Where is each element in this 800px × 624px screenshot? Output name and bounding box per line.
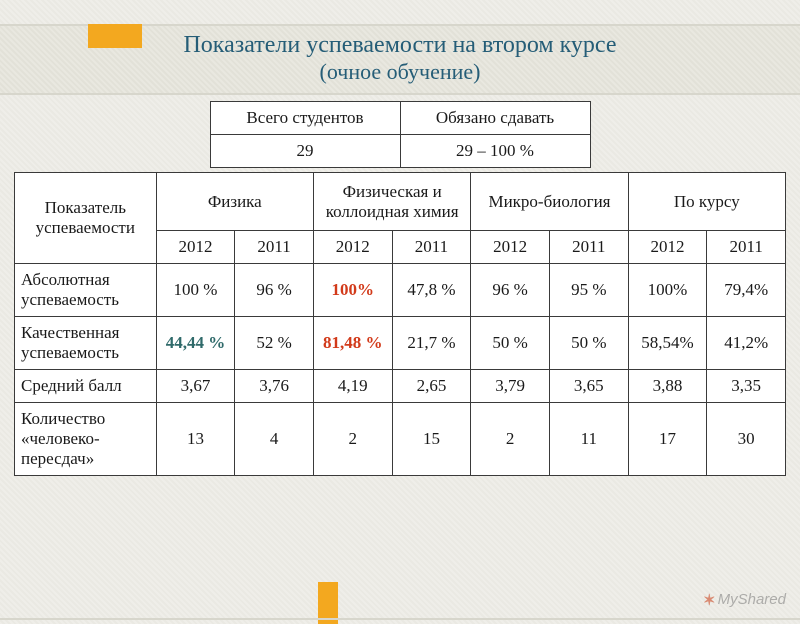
col-subject: Физика (156, 173, 313, 231)
table-row: Качественная успеваемость44,44 %52 %81,4… (15, 317, 786, 370)
summary-header-total: Всего студентов (210, 102, 400, 135)
summary-value-required: 29 – 100 % (400, 135, 590, 168)
cell: 2 (313, 403, 392, 476)
cell: 79,4% (707, 264, 786, 317)
cell: 96 % (471, 264, 550, 317)
row-label: Качественная успеваемость (15, 317, 157, 370)
cell: 11 (549, 403, 628, 476)
col-year: 2011 (707, 231, 786, 264)
row-label: Абсолютная успеваемость (15, 264, 157, 317)
cell: 50 % (549, 317, 628, 370)
watermark: ✶MyShared (703, 590, 786, 608)
cell: 81,48 % (313, 317, 392, 370)
cell: 3,65 (549, 370, 628, 403)
cell: 100% (628, 264, 707, 317)
cell: 4 (235, 403, 314, 476)
table-body: Абсолютная успеваемость100 %96 %100%47,8… (15, 264, 786, 476)
cell: 2 (471, 403, 550, 476)
col-year: 2012 (313, 231, 392, 264)
cell: 15 (392, 403, 471, 476)
cell: 47,8 % (392, 264, 471, 317)
col-subject: Физическая и коллоидная химия (313, 173, 470, 231)
cell: 3,88 (628, 370, 707, 403)
cell: 52 % (235, 317, 314, 370)
table-row: 29 29 – 100 % (210, 135, 590, 168)
cell: 17 (628, 403, 707, 476)
cell: 2,65 (392, 370, 471, 403)
bottom-rule (0, 618, 800, 620)
col-year: 2011 (235, 231, 314, 264)
table-row: Всего студентов Обязано сдавать (210, 102, 590, 135)
col-year: 2011 (549, 231, 628, 264)
watermark-icon: ✶ (703, 591, 716, 609)
summary-header-required: Обязано сдавать (400, 102, 590, 135)
col-subject: Микро-биология (471, 173, 628, 231)
summary-table: Всего студентов Обязано сдавать 29 29 – … (210, 101, 591, 168)
cell: 41,2% (707, 317, 786, 370)
cell: 21,7 % (392, 317, 471, 370)
table-row: Абсолютная успеваемость100 %96 %100%47,8… (15, 264, 786, 317)
row-label: Количество «человеко-пересдач» (15, 403, 157, 476)
table-row: Показатель успеваемости Физика Физическа… (15, 173, 786, 231)
cell: 58,54% (628, 317, 707, 370)
col-subject: По курсу (628, 173, 785, 231)
table-row: Количество «человеко-пересдач»1342152111… (15, 403, 786, 476)
col-year: 2011 (392, 231, 471, 264)
row-label: Средний балл (15, 370, 157, 403)
cell: 3,35 (707, 370, 786, 403)
cell: 3,76 (235, 370, 314, 403)
cell: 100% (313, 264, 392, 317)
cell: 3,67 (156, 370, 235, 403)
summary-value-total: 29 (210, 135, 400, 168)
cell: 95 % (549, 264, 628, 317)
cell: 3,79 (471, 370, 550, 403)
performance-table: Показатель успеваемости Физика Физическа… (14, 172, 786, 476)
cell: 96 % (235, 264, 314, 317)
title-line-2: (очное обучение) (0, 59, 800, 85)
cell: 50 % (471, 317, 550, 370)
cell: 44,44 % (156, 317, 235, 370)
accent-block-top (88, 24, 142, 48)
col-year: 2012 (628, 231, 707, 264)
col-indicator: Показатель успеваемости (15, 173, 157, 264)
cell: 13 (156, 403, 235, 476)
col-year: 2012 (156, 231, 235, 264)
col-year: 2012 (471, 231, 550, 264)
cell: 100 % (156, 264, 235, 317)
cell: 30 (707, 403, 786, 476)
cell: 4,19 (313, 370, 392, 403)
table-row: Средний балл3,673,764,192,653,793,653,88… (15, 370, 786, 403)
